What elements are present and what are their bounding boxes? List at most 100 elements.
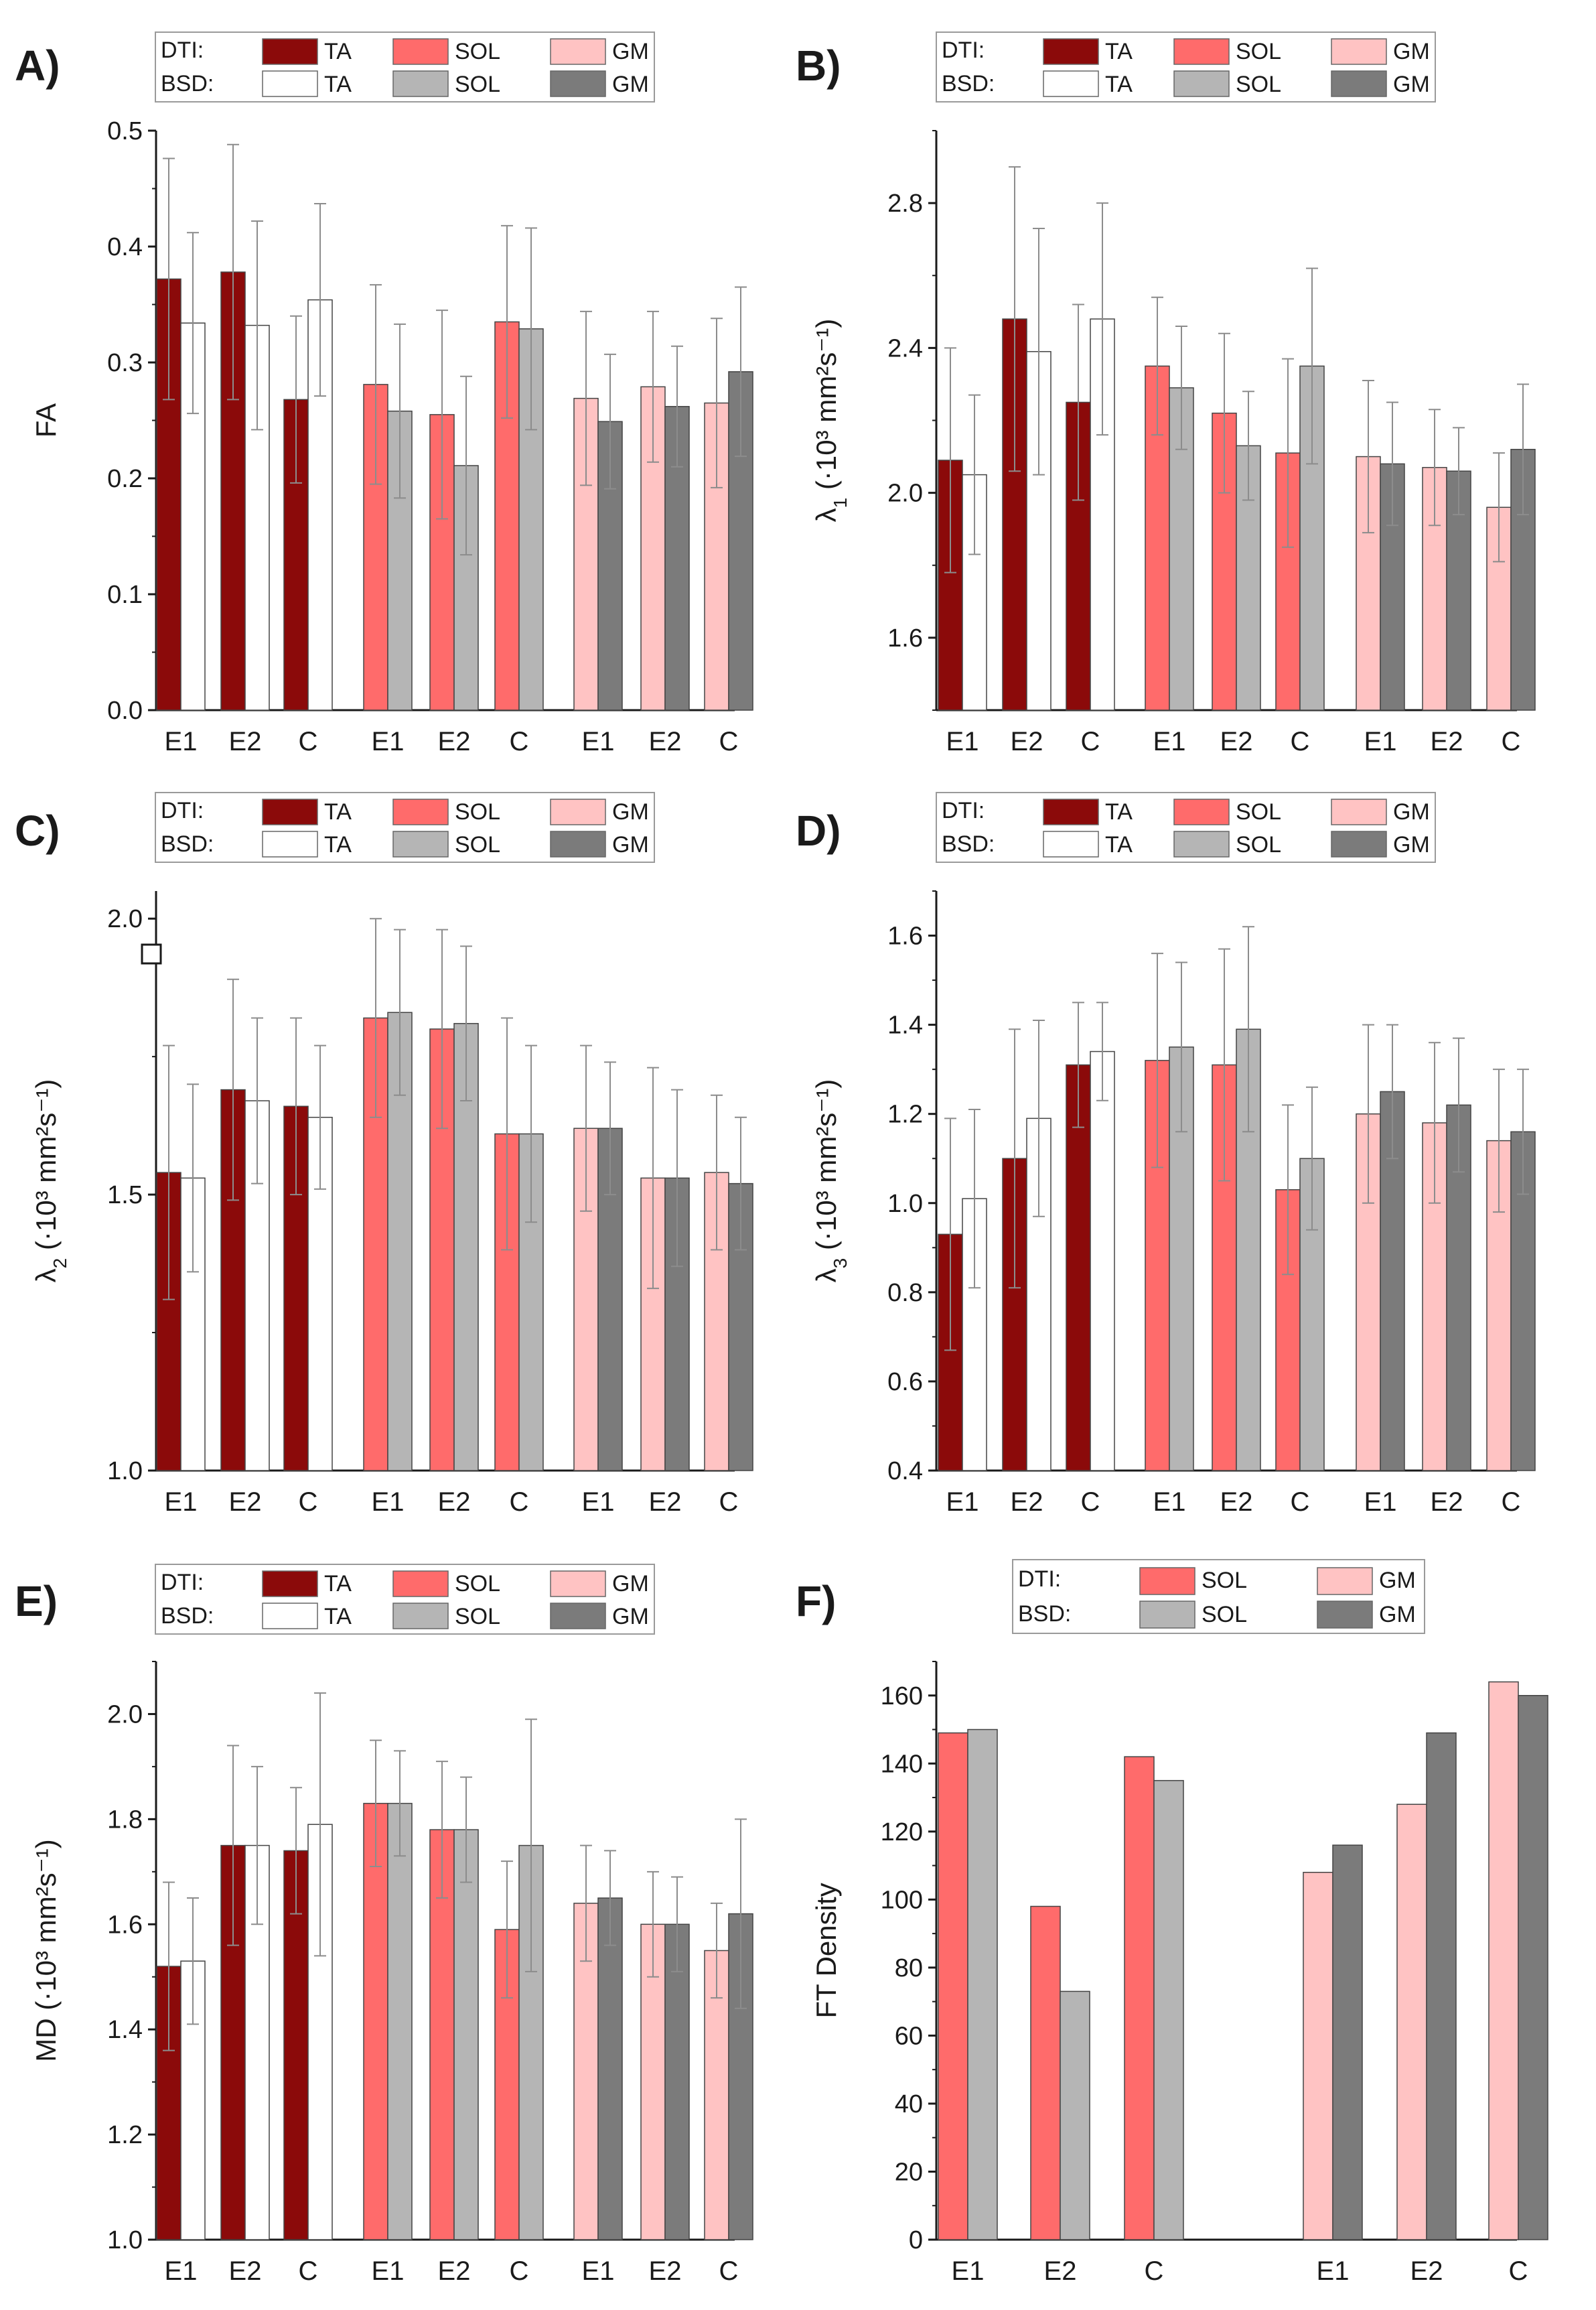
x-category-label: E1 bbox=[165, 1487, 198, 1517]
legend-dti-label: DTI: bbox=[942, 38, 985, 63]
y-tick-label: 0.4 bbox=[887, 1457, 923, 1485]
x-category-label: E2 bbox=[1431, 727, 1463, 756]
legend-dti-ta-swatch bbox=[262, 38, 318, 65]
legend-dti-ta-swatch bbox=[1043, 799, 1099, 825]
bar-bsd-sol bbox=[1153, 1779, 1184, 2240]
y-tick-label: 1.8 bbox=[107, 1806, 143, 1834]
bar-dti-gm bbox=[1303, 1871, 1333, 2240]
panel-a: A) DTI: BSD: TA TA SOL SOL GM GM 0.0 0.1 0.2 0.3 0.4 0… bbox=[15, 31, 753, 756]
legend-dti-sol-swatch bbox=[392, 799, 449, 825]
panel-label-e: E) bbox=[15, 1577, 58, 1625]
y-tick-label: 1.5 bbox=[107, 1181, 143, 1209]
bar-bsd-gm bbox=[1426, 1732, 1457, 2240]
y-tick-label: 1.0 bbox=[107, 2226, 143, 2254]
legend-dti-ta-label: TA bbox=[324, 39, 352, 64]
legend-bsd-sol-label: SOL bbox=[1236, 832, 1281, 858]
y-axis-label-main: λ bbox=[810, 508, 842, 522]
legend-bsd-ta-label: TA bbox=[324, 1604, 352, 1629]
x-category-label: C bbox=[299, 727, 318, 756]
x-category-label: E2 bbox=[438, 2256, 471, 2286]
panel-label-c: C) bbox=[15, 807, 60, 855]
y-tick-label: 0.6 bbox=[887, 1368, 923, 1396]
legend-dti-sol-swatch bbox=[1173, 38, 1230, 65]
legend-bsd-gm-swatch bbox=[1317, 1601, 1373, 1629]
x-category-label: E1 bbox=[1364, 727, 1397, 756]
bar-bsd-sol bbox=[453, 1829, 479, 2240]
legend-bsd-gm-label: GM bbox=[612, 72, 649, 97]
y-tick-label: 60 bbox=[895, 2022, 923, 2050]
y-axis-label-sub: 1 bbox=[830, 498, 851, 508]
y-tick-label: 1.6 bbox=[107, 1911, 143, 1939]
legend-dti-gm-label: GM bbox=[1393, 39, 1430, 64]
y-axis-label: MD (·10³ mm²s⁻¹) bbox=[30, 1839, 62, 2061]
y-tick-label: 40 bbox=[895, 2090, 923, 2118]
y-tick-label: 2.4 bbox=[887, 334, 923, 362]
x-category-label: C bbox=[1502, 1487, 1521, 1517]
bar-dti-gm bbox=[1396, 1804, 1427, 2240]
y-tick-label: 1.2 bbox=[887, 1101, 923, 1129]
bar-dti-ta bbox=[938, 1233, 963, 1471]
y-axis-label-unit: (·10³ mm²s⁻¹) bbox=[30, 1839, 62, 2018]
y-axis-label: FT Density bbox=[810, 1883, 842, 2018]
x-category-label: E1 bbox=[582, 727, 615, 756]
legend-dti-label: DTI: bbox=[161, 798, 204, 823]
panel-f: F) DTI: BSD: SOL SOL GM GM 0 20 40 60 80 100 120 140 16… bbox=[796, 1559, 1548, 2286]
legend-bsd-sol-swatch bbox=[392, 831, 449, 858]
y-axis-label-main: FA bbox=[30, 403, 62, 437]
panel-label-d: D) bbox=[796, 807, 841, 855]
legend-dti-ta-label: TA bbox=[324, 799, 352, 825]
legend-bsd-gm-swatch bbox=[550, 831, 606, 858]
legend-bsd-gm-label: GM bbox=[612, 1604, 649, 1629]
y-tick-label: 160 bbox=[881, 1682, 923, 1710]
legend-bsd-label: BSD: bbox=[161, 831, 214, 857]
y-tick-label: 1.0 bbox=[887, 1190, 923, 1218]
legend-bsd-gm-label: GM bbox=[1379, 1602, 1416, 1627]
legend-dti-gm-swatch bbox=[550, 1570, 606, 1597]
y-axis-label-main: λ bbox=[30, 1268, 62, 1282]
legend-bsd-ta-swatch bbox=[1043, 831, 1099, 858]
bar-bsd-sol bbox=[387, 1803, 413, 2240]
y-tick-label: 140 bbox=[881, 1750, 923, 1778]
open-square-marker bbox=[141, 943, 162, 965]
y-axis-label-unit: (·10³ mm²s⁻¹) bbox=[810, 1079, 842, 1258]
x-category-label: E2 bbox=[1431, 1487, 1463, 1517]
legend-dti-gm-label: GM bbox=[612, 1571, 649, 1596]
x-category-label: E1 bbox=[952, 2256, 985, 2286]
x-category-label: C bbox=[510, 1487, 529, 1517]
panel-d: D) DTI: BSD: TA TA SOL SOL GM GM 0.4 0.6 0.8 1.0 1.2 1… bbox=[796, 792, 1536, 1517]
legend-bsd-gm-swatch bbox=[1331, 70, 1387, 97]
legend-bsd-sol-label: SOL bbox=[1202, 1602, 1247, 1627]
y-tick-label: 0.3 bbox=[107, 349, 143, 377]
y-axis-label-sub: 2 bbox=[50, 1258, 70, 1269]
panel-label-f: F) bbox=[796, 1577, 836, 1625]
x-category-label: E2 bbox=[649, 2256, 682, 2286]
legend-dti-label: DTI: bbox=[161, 1570, 204, 1595]
legend-dti-sol-swatch bbox=[1139, 1567, 1195, 1595]
x-category-label: C bbox=[299, 2256, 318, 2286]
y-tick-label: 1.4 bbox=[887, 1012, 923, 1040]
x-category-label: E1 bbox=[1153, 727, 1186, 756]
x-category-label: C bbox=[1145, 2256, 1164, 2286]
legend-dti-ta-label: TA bbox=[1105, 39, 1133, 64]
legend-bsd-gm-swatch bbox=[1331, 831, 1387, 858]
x-category-label: E2 bbox=[1410, 2256, 1443, 2286]
legend-bsd-sol-swatch bbox=[1139, 1601, 1195, 1629]
bar-bsd-gm bbox=[597, 1897, 623, 2240]
y-tick-label: 1.2 bbox=[107, 2121, 143, 2149]
x-category-label: E2 bbox=[438, 1487, 471, 1517]
x-category-label: E2 bbox=[438, 727, 471, 756]
x-category-label: E1 bbox=[165, 2256, 198, 2286]
y-tick-label: 0.0 bbox=[107, 697, 143, 725]
legend-dti-gm-swatch bbox=[550, 38, 606, 65]
x-category-label: E1 bbox=[372, 1487, 405, 1517]
x-category-label: C bbox=[1291, 727, 1310, 756]
legend-bsd-gm-label: GM bbox=[1393, 832, 1430, 858]
legend-dti-label: DTI: bbox=[161, 38, 204, 63]
y-tick-label: 0.5 bbox=[107, 117, 143, 145]
legend-dti-gm-label: GM bbox=[612, 799, 649, 825]
panel-label-b: B) bbox=[796, 42, 841, 90]
x-category-label: E1 bbox=[1364, 1487, 1397, 1517]
x-category-label: E1 bbox=[372, 727, 405, 756]
legend-dti-ta-label: TA bbox=[1105, 799, 1133, 825]
panel-label-a: A) bbox=[15, 42, 60, 90]
